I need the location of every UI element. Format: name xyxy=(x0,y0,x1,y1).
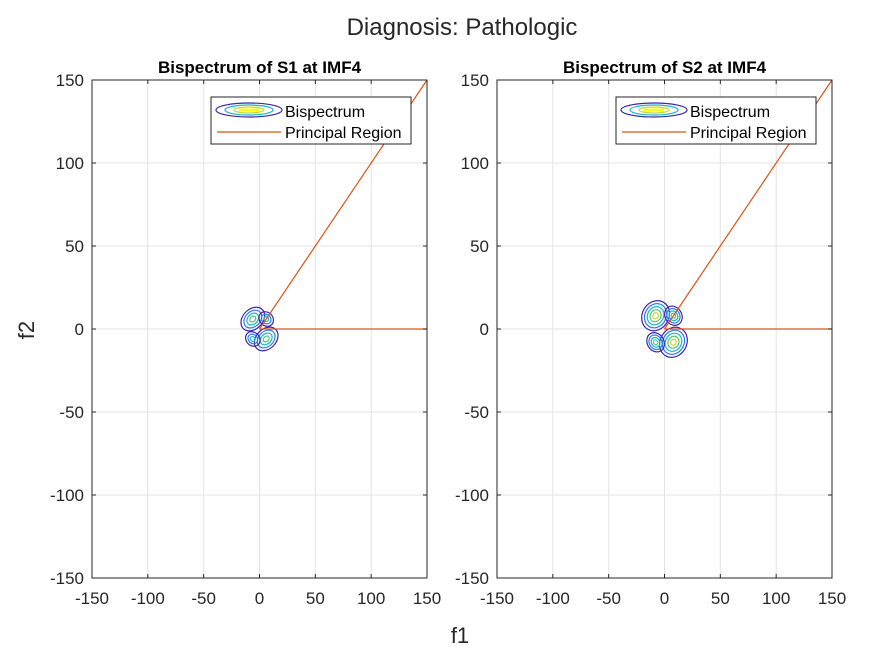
y-tick-label: -50 xyxy=(59,403,84,422)
contour-level xyxy=(664,305,683,326)
x-tick-label: 100 xyxy=(762,589,790,608)
contour-level xyxy=(666,307,681,324)
legend-contour-core xyxy=(239,108,259,112)
contour-level xyxy=(258,311,275,327)
legend-entry-principal-region: Principal Region xyxy=(285,125,402,142)
contour-level xyxy=(648,334,663,351)
bispectrum-contour-blob xyxy=(240,306,266,332)
contour-level xyxy=(249,315,257,323)
bispectrum-contour-blob xyxy=(244,331,261,347)
contour-level xyxy=(646,306,665,326)
y-tick-label: 50 xyxy=(65,237,84,256)
contour-level xyxy=(262,335,270,343)
contour-level xyxy=(652,339,659,346)
legend-contour-swatch xyxy=(233,106,265,114)
chart-panel-2: -150 -100 -50 0 50 100 150 -150 -100 -50 0 50 100 150… xyxy=(455,58,846,608)
x-tick-label: -50 xyxy=(191,589,216,608)
chart-panel-1: -150 -100 -50 0 50 100 150 -150 -100 -50 0 50 100 150… xyxy=(50,58,441,608)
y-tick-label: -50 xyxy=(464,403,489,422)
y-tick-label: 150 xyxy=(461,71,489,90)
y-axis-label: f2 xyxy=(14,321,39,339)
figure-title: Diagnosis: Pathologic xyxy=(347,14,578,41)
x-tick-label: 50 xyxy=(306,589,325,608)
chart-title: Bispectrum of S2 at IMF4 xyxy=(563,58,767,77)
x-tick-label: -50 xyxy=(596,589,621,608)
y-tick-label: 50 xyxy=(470,237,489,256)
legend-contour-swatch xyxy=(638,106,670,114)
x-tick-label: 0 xyxy=(255,589,264,608)
x-tick-label: -150 xyxy=(75,589,109,608)
contour-level xyxy=(240,306,266,332)
contour-level xyxy=(649,309,662,323)
bispectrum-contour-blob xyxy=(641,300,671,332)
contour-level xyxy=(668,310,679,322)
x-tick-label: 100 xyxy=(357,589,385,608)
y-tick-label: -100 xyxy=(455,486,489,505)
contour-level xyxy=(650,336,661,348)
bispectrum-contour-blob xyxy=(646,332,665,353)
contour-level xyxy=(256,329,276,349)
y-tick-label: -100 xyxy=(50,486,84,505)
y-tick-label: 0 xyxy=(75,320,84,339)
y-tick-label: 100 xyxy=(461,154,489,173)
contour-level xyxy=(259,332,273,346)
plots-group: -150 -100 -50 0 50 100 150 -150 -100 -50 0 50 100 150… xyxy=(50,58,846,608)
contour-level xyxy=(246,312,260,326)
x-tick-label: 150 xyxy=(818,589,846,608)
contour-level xyxy=(244,331,261,347)
legend-contour-core xyxy=(644,108,664,112)
legend-contour-swatch xyxy=(215,102,283,118)
legend: Bispectrum Principal Region xyxy=(615,96,817,145)
contour-level xyxy=(667,335,680,349)
x-axis-label: f1 xyxy=(451,623,469,648)
x-tick-label: 150 xyxy=(413,589,441,608)
contour-level xyxy=(243,309,263,329)
contour-level xyxy=(260,313,272,325)
y-tick-label: 100 xyxy=(56,154,84,173)
y-tick-label: -150 xyxy=(455,569,489,588)
x-tick-label: 50 xyxy=(711,589,730,608)
contour-level xyxy=(249,335,256,342)
contour-level xyxy=(646,332,665,353)
contour-level xyxy=(641,300,671,332)
legend-entry-bispectrum: Bispectrum xyxy=(690,104,770,121)
chart-title: Bispectrum of S1 at IMF4 xyxy=(158,58,362,77)
contour-level xyxy=(247,333,259,345)
contour-level xyxy=(664,332,683,352)
legend-contour-swatch xyxy=(620,102,688,118)
y-tick-label: -150 xyxy=(50,569,84,588)
y-tick-label: 0 xyxy=(480,320,489,339)
contour-level xyxy=(652,312,659,320)
legend-contour-swatch xyxy=(629,104,679,116)
x-tick-label: -150 xyxy=(480,589,514,608)
legend-contour-swatch xyxy=(224,104,274,116)
contour-level xyxy=(643,303,668,329)
contour-level xyxy=(661,329,686,355)
bispectrum-contour-blob xyxy=(664,305,683,326)
legend-entry-bispectrum: Bispectrum xyxy=(285,104,365,121)
x-tick-label: 0 xyxy=(660,589,669,608)
legend-entry-principal-region: Principal Region xyxy=(690,125,807,142)
legend: Bispectrum Principal Region xyxy=(210,96,412,145)
x-tick-label: -100 xyxy=(131,589,165,608)
contour-level xyxy=(670,312,677,319)
x-tick-label: -100 xyxy=(536,589,570,608)
contour-level xyxy=(670,338,677,346)
y-tick-label: 150 xyxy=(56,71,84,90)
